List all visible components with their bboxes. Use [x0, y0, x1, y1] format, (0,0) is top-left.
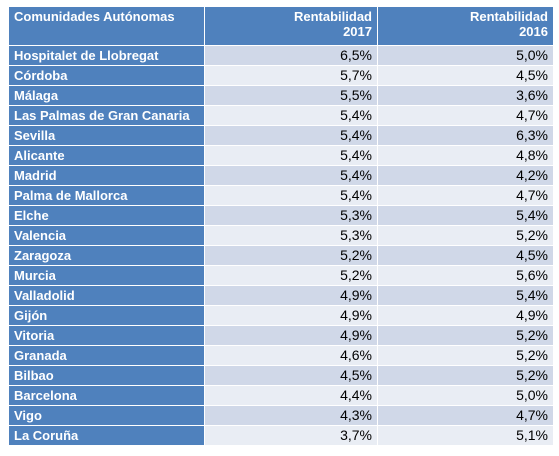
table-row: Gijón 4,9% 4,9% — [8, 305, 554, 326]
rentabilidad-2017-cell: 4,3% — [204, 405, 378, 426]
region-name-cell: Hospitalet de Llobregat — [8, 45, 205, 66]
header-2017: Rentabilidad 2017 — [204, 6, 378, 46]
region-name-cell: Madrid — [8, 165, 205, 186]
rentabilidad-2017-cell: 5,4% — [204, 125, 378, 146]
region-name-cell: La Coruña — [8, 425, 205, 446]
header-2017-line1: Rentabilidad — [293, 9, 372, 24]
table-row: Palma de Mallorca 5,4% 4,7% — [8, 185, 554, 206]
rentabilidad-2016-cell: 5,0% — [377, 385, 554, 406]
header-2016-line1: Rentabilidad — [469, 9, 548, 24]
rentabilidad-2016-cell: 4,8% — [377, 145, 554, 166]
rentabilidad-2016-cell: 5,2% — [377, 365, 554, 386]
table-row: Murcia 5,2% 5,6% — [8, 265, 554, 286]
rentabilidad-2017-cell: 4,6% — [204, 345, 378, 366]
rentabilidad-2017-cell: 4,4% — [204, 385, 378, 406]
table-row: Sevilla 5,4% 6,3% — [8, 125, 554, 146]
table-row: La Coruña 3,7% 5,1% — [8, 425, 554, 446]
rentabilidad-2016-cell: 5,4% — [377, 285, 554, 306]
region-name-cell: Murcia — [8, 265, 205, 286]
header-2017-line2: 2017 — [343, 24, 372, 39]
rentabilidad-2017-cell: 5,4% — [204, 105, 378, 126]
region-name-cell: Valencia — [8, 225, 205, 246]
table-row: Granada 4,6% 5,2% — [8, 345, 554, 366]
region-name-cell: Vigo — [8, 405, 205, 426]
rentabilidad-2016-cell: 5,0% — [377, 45, 554, 66]
rentabilidad-2017-cell: 5,3% — [204, 225, 378, 246]
region-name-cell: Málaga — [8, 85, 205, 106]
rentabilidad-2016-cell: 6,3% — [377, 125, 554, 146]
rentabilidad-2016-cell: 4,5% — [377, 65, 554, 86]
region-name-cell: Barcelona — [8, 385, 205, 406]
rentabilidad-2017-cell: 5,2% — [204, 265, 378, 286]
rentabilidad-2017-cell: 4,9% — [204, 305, 378, 326]
table-row: Las Palmas de Gran Canaria 5,4% 4,7% — [8, 105, 554, 126]
rentabilidad-2016-cell: 5,6% — [377, 265, 554, 286]
rentabilidad-2017-cell: 3,7% — [204, 425, 378, 446]
rentabilidad-2016-cell: 5,4% — [377, 205, 554, 226]
rentabilidad-2017-cell: 5,4% — [204, 185, 378, 206]
rentabilidad-2016-cell: 4,7% — [377, 185, 554, 206]
region-name-cell: Palma de Mallorca — [8, 185, 205, 206]
table-row: Vigo 4,3% 4,7% — [8, 405, 554, 426]
table-row: Barcelona 4,4% 5,0% — [8, 385, 554, 406]
rentabilidad-2016-cell: 5,1% — [377, 425, 554, 446]
rentabilidad-2017-cell: 4,9% — [204, 285, 378, 306]
header-2016: Rentabilidad 2016 — [377, 6, 554, 46]
rentabilidad-2017-cell: 4,5% — [204, 365, 378, 386]
region-name-cell: Valladolid — [8, 285, 205, 306]
region-name-cell: Elche — [8, 205, 205, 226]
table-row: Málaga 5,5% 3,6% — [8, 85, 554, 106]
rentabilidad-2017-cell: 5,5% — [204, 85, 378, 106]
rentabilidad-2016-cell: 4,2% — [377, 165, 554, 186]
region-name-cell: Gijón — [8, 305, 205, 326]
rentabilidad-2017-cell: 5,4% — [204, 165, 378, 186]
rentabilidad-2016-cell: 4,9% — [377, 305, 554, 326]
region-name-cell: Córdoba — [8, 65, 205, 86]
table-header-row: Comunidades Autónomas Rentabilidad 2017 … — [8, 6, 554, 46]
header-2016-line2: 2016 — [519, 24, 548, 39]
header-region: Comunidades Autónomas — [8, 6, 205, 46]
table-body: Hospitalet de Llobregat 6,5% 5,0% Córdoba 5,… — [8, 45, 554, 446]
rentabilidad-2017-cell: 5,3% — [204, 205, 378, 226]
rentabilidad-2016-cell: 4,5% — [377, 245, 554, 266]
rentabilidad-2017-cell: 5,2% — [204, 245, 378, 266]
table-row: Zaragoza 5,2% 4,5% — [8, 245, 554, 266]
rentabilidad-2017-cell: 5,7% — [204, 65, 378, 86]
rentabilidad-2016-cell: 5,2% — [377, 345, 554, 366]
table-row: Alicante 5,4% 4,8% — [8, 145, 554, 166]
rentabilidad-2017-cell: 5,4% — [204, 145, 378, 166]
region-name-cell: Alicante — [8, 145, 205, 166]
table-row: Hospitalet de Llobregat 6,5% 5,0% — [8, 45, 554, 66]
table-row: Bilbao 4,5% 5,2% — [8, 365, 554, 386]
rentabilidad-2016-cell: 5,2% — [377, 225, 554, 246]
region-name-cell: Vitoria — [8, 325, 205, 346]
rentabilidad-2016-cell: 3,6% — [377, 85, 554, 106]
rentabilidad-2017-cell: 4,9% — [204, 325, 378, 346]
region-name-cell: Granada — [8, 345, 205, 366]
rentabilidad-2016-cell: 4,7% — [377, 405, 554, 426]
region-name-cell: Bilbao — [8, 365, 205, 386]
rentabilidad-table-container: Comunidades Autónomas Rentabilidad 2017 … — [8, 6, 554, 446]
rentabilidad-2016-cell: 4,7% — [377, 105, 554, 126]
table-row: Vitoria 4,9% 5,2% — [8, 325, 554, 346]
region-name-cell: Zaragoza — [8, 245, 205, 266]
table-row: Elche 5,3% 5,4% — [8, 205, 554, 226]
rentabilidad-2017-cell: 6,5% — [204, 45, 378, 66]
table-row: Valladolid 4,9% 5,4% — [8, 285, 554, 306]
header-region-label: Comunidades Autónomas — [14, 9, 175, 24]
rentabilidad-2016-cell: 5,2% — [377, 325, 554, 346]
region-name-cell: Sevilla — [8, 125, 205, 146]
rentabilidad-table: Comunidades Autónomas Rentabilidad 2017 … — [8, 6, 554, 446]
region-name-cell: Las Palmas de Gran Canaria — [8, 105, 205, 126]
table-row: Madrid 5,4% 4,2% — [8, 165, 554, 186]
table-row: Valencia 5,3% 5,2% — [8, 225, 554, 246]
table-row: Córdoba 5,7% 4,5% — [8, 65, 554, 86]
